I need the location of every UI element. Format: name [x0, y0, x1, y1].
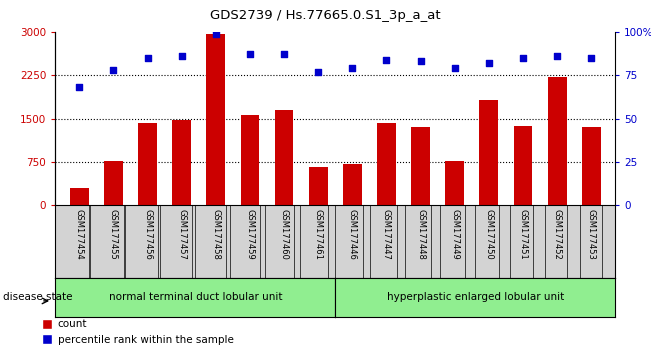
Bar [240, 115, 259, 205]
Text: normal terminal duct lobular unit: normal terminal duct lobular unit [109, 292, 282, 302]
Text: GSM177450: GSM177450 [484, 209, 493, 260]
Text: GSM177455: GSM177455 [109, 209, 118, 260]
Point [450, 65, 460, 71]
Bar [70, 188, 89, 205]
Text: GSM177453: GSM177453 [587, 209, 596, 260]
Bar [411, 127, 430, 205]
Bar [445, 161, 464, 205]
Text: GSM177457: GSM177457 [177, 209, 186, 260]
Point [176, 53, 187, 59]
Text: GSM177458: GSM177458 [212, 209, 220, 260]
Text: hyperplastic enlarged lobular unit: hyperplastic enlarged lobular unit [387, 292, 564, 302]
Bar [206, 34, 225, 205]
Text: GSM177448: GSM177448 [416, 209, 425, 260]
Text: GSM177461: GSM177461 [314, 209, 323, 260]
Bar [547, 77, 566, 205]
Text: GSM177454: GSM177454 [75, 209, 84, 260]
Bar [275, 110, 294, 205]
Text: GSM177451: GSM177451 [519, 209, 527, 260]
Point [415, 58, 426, 64]
Point [552, 53, 562, 59]
Point [518, 55, 528, 61]
Text: GSM177456: GSM177456 [143, 209, 152, 260]
Text: GSM177446: GSM177446 [348, 209, 357, 260]
Bar [514, 126, 533, 205]
Point [279, 52, 289, 57]
Legend: count, percentile rank within the sample: count, percentile rank within the sample [38, 315, 238, 349]
Point [210, 31, 221, 36]
Text: GSM177452: GSM177452 [553, 209, 562, 260]
Point [347, 65, 357, 71]
Bar [582, 127, 601, 205]
Bar [309, 167, 327, 205]
Text: GSM177447: GSM177447 [382, 209, 391, 260]
Bar [343, 164, 362, 205]
Text: disease state: disease state [3, 292, 73, 302]
Text: GDS2739 / Hs.77665.0.S1_3p_a_at: GDS2739 / Hs.77665.0.S1_3p_a_at [210, 9, 441, 22]
Bar [377, 123, 396, 205]
Point [143, 55, 153, 61]
Bar [480, 100, 498, 205]
Bar [104, 161, 123, 205]
Point [586, 55, 596, 61]
Bar [138, 123, 157, 205]
Point [74, 85, 85, 90]
Text: GSM177449: GSM177449 [450, 209, 459, 260]
Point [108, 67, 118, 73]
Point [381, 57, 392, 62]
Point [484, 60, 494, 66]
Text: GSM177460: GSM177460 [279, 209, 288, 260]
Point [245, 52, 255, 57]
Text: GSM177459: GSM177459 [245, 209, 255, 260]
Point [313, 69, 324, 75]
Bar [173, 120, 191, 205]
